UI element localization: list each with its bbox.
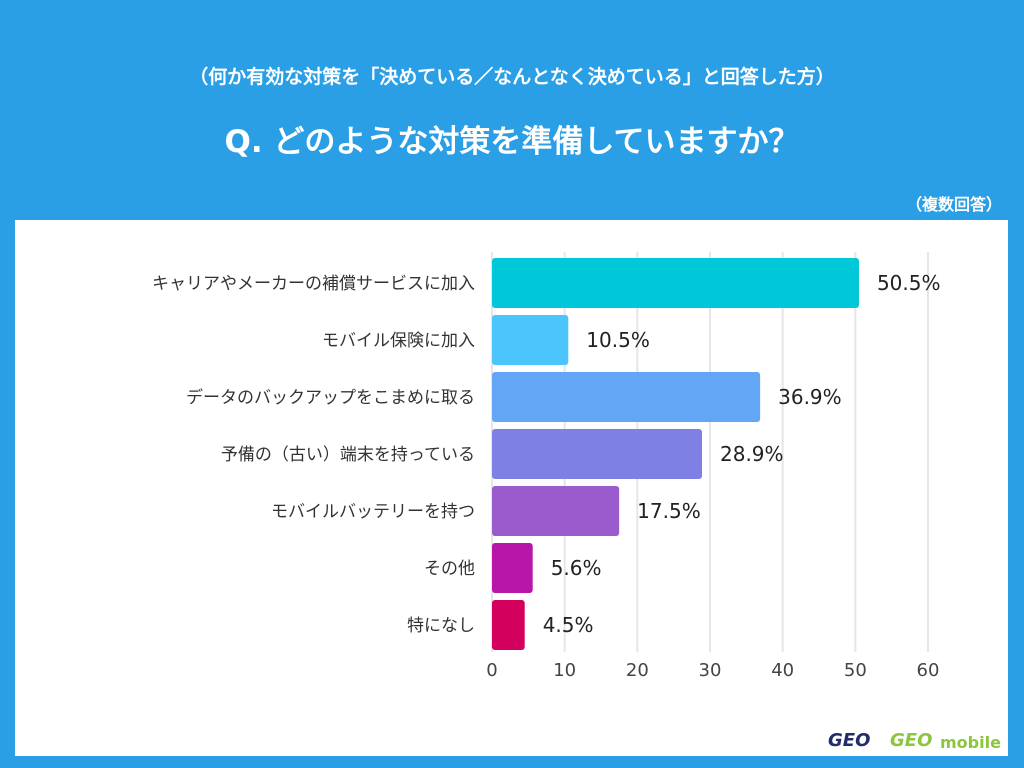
x-tick-label: 20	[626, 660, 649, 681]
bar	[492, 258, 859, 308]
x-tick-label: 40	[771, 660, 794, 681]
value-label: 5.6%	[551, 556, 602, 580]
value-label: 36.9%	[778, 385, 842, 409]
x-tick-label: 50	[844, 660, 867, 681]
x-tick-label: 10	[553, 660, 576, 681]
category-label: その他	[424, 559, 475, 579]
category-label: 予備の（古い）端末を持っている	[221, 445, 475, 465]
bar	[492, 315, 569, 365]
value-label: 4.5%	[543, 613, 594, 637]
logos: GEO GEO mobile	[828, 726, 1008, 754]
bar	[492, 543, 533, 593]
svg-text:mobile: mobile	[940, 733, 1001, 752]
category-label: 特になし	[407, 616, 475, 636]
bar	[492, 429, 703, 479]
value-label: 17.5%	[637, 499, 701, 523]
x-tick-label: 60	[917, 660, 940, 681]
x-tick-label: 0	[486, 660, 497, 681]
category-label: データのバックアップをこまめに取る	[186, 387, 475, 408]
geo-logo: GEO GEO mobile	[828, 730, 1001, 752]
subtitle: （何か有効な対策を「決めている／なんとなく決めている」と回答した方）	[189, 66, 835, 88]
value-label: 28.9%	[720, 442, 784, 466]
x-tick-label: 30	[699, 660, 722, 681]
svg-text:GEO: GEO	[828, 730, 870, 751]
value-label: 50.5%	[877, 271, 941, 295]
category-label: モバイル保険に加入	[322, 331, 475, 351]
multiple-answer-note: （複数回答）	[905, 195, 1002, 214]
svg-text:GEO: GEO	[890, 730, 932, 751]
category-label: モバイルバッテリーを持つ	[271, 502, 475, 522]
bar	[492, 486, 620, 536]
category-label: キャリアやメーカーの補償サービスに加入	[152, 274, 475, 294]
value-label: 10.5%	[586, 328, 650, 352]
bar	[492, 372, 761, 422]
page-title: Q. どのような対策を準備していますか？	[224, 124, 800, 160]
bar	[492, 600, 525, 650]
